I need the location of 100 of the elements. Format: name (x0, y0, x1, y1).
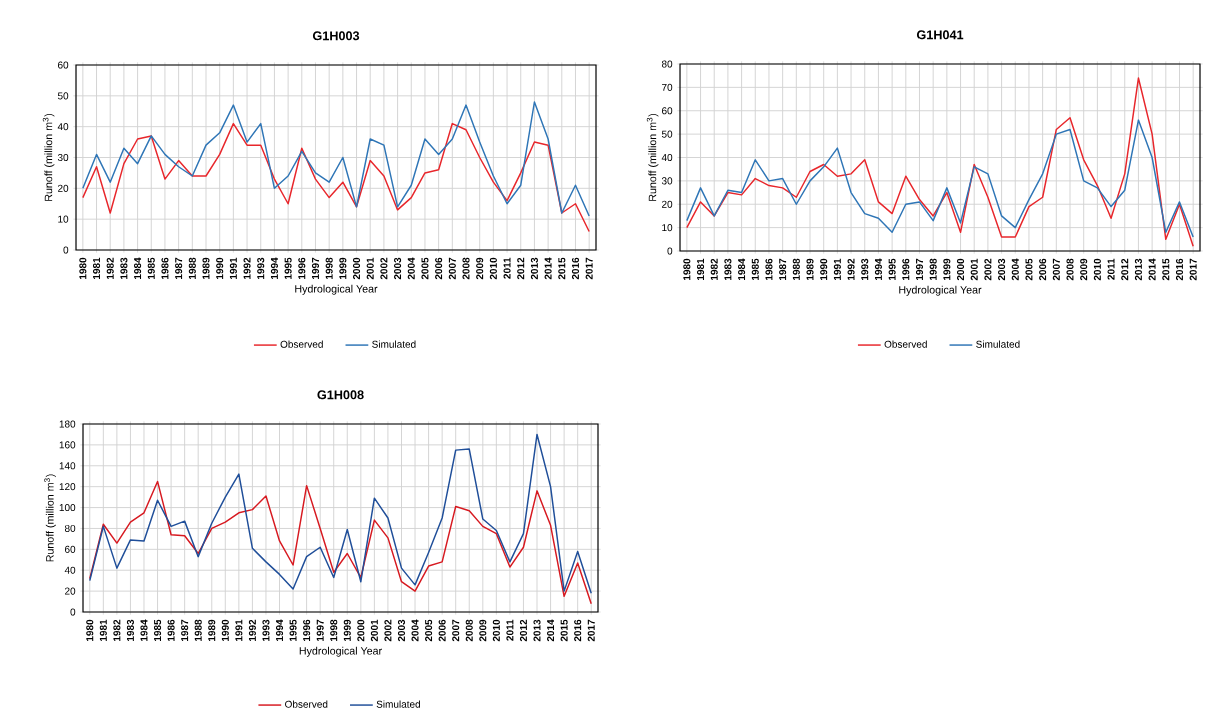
x-tick-label: 2007 (452, 619, 460, 642)
y-tick-label: 140 (59, 462, 76, 470)
legend-label: Observed (280, 340, 323, 348)
y-tick-label: 60 (65, 545, 76, 553)
x-tick-label: 1989 (806, 258, 814, 280)
line-series (89, 480, 592, 605)
y-tick-label: 180 (59, 420, 76, 428)
legend-label: Observed (884, 340, 927, 348)
y-tick-label: 30 (57, 153, 69, 162)
x-tick-label: 2017 (1189, 258, 1197, 281)
x-tick-label: 2001 (370, 619, 378, 642)
x-tick-label: 1984 (134, 257, 142, 279)
x-tick-label: 1981 (99, 619, 107, 641)
legend-label: Observed (285, 700, 328, 708)
x-tick-label: 1998 (325, 257, 333, 279)
x-tick-label: 1991 (229, 257, 237, 279)
x-tick-label: 1981 (696, 258, 705, 280)
x-axis-title: Hydrological Year (295, 284, 378, 295)
x-tick-label: 2001 (366, 257, 374, 280)
x-axis-title: Hydrological Year (899, 285, 982, 296)
y-tick-label: 70 (662, 83, 673, 91)
y-tick-label: 50 (661, 130, 673, 138)
x-tick-label: 1998 (330, 619, 338, 641)
line-series (89, 433, 592, 594)
x-tick-label: 1984 (738, 258, 746, 280)
x-tick-label: 2008 (462, 257, 470, 280)
x-tick-label: 1996 (303, 619, 311, 641)
x-tick-label: 1992 (243, 257, 251, 279)
x-tick-label: 1990 (221, 619, 229, 641)
x-tick-label: 1984 (140, 619, 148, 641)
x-tick-label: 2015 (558, 257, 566, 280)
x-tick-label: 2005 (421, 257, 429, 280)
x-tick-label: 1983 (120, 257, 128, 279)
x-tick-label: 2000 (352, 257, 361, 280)
x-tick-label: 1995 (289, 619, 297, 641)
x-tick-label: 1999 (339, 257, 347, 279)
x-tick-label: 2006 (435, 257, 443, 280)
legend-label: Simulated (376, 700, 420, 708)
x-tick-label: 2009 (476, 257, 484, 280)
x-tick-label: 2013 (530, 257, 538, 280)
x-tick-label: 2016 (1175, 258, 1184, 281)
y-tick-label: 20 (65, 587, 76, 595)
y-tick-label: 60 (662, 107, 673, 115)
x-tick-label: 2008 (465, 619, 473, 642)
x-tick-label: 2011 (506, 619, 514, 641)
line-series (686, 77, 1194, 248)
y-tick-label: 10 (58, 215, 69, 223)
line-series (686, 119, 1194, 238)
x-tick-label: 2001 (970, 258, 978, 281)
y-tick-label: 60 (58, 61, 69, 69)
x-tick-label: 2017 (585, 257, 593, 280)
x-tick-label: 1986 (161, 257, 169, 279)
x-tick-label: 1995 (284, 257, 292, 279)
y-tick-label: 40 (64, 566, 76, 574)
x-tick-label: 1989 (208, 619, 216, 641)
y-tick-label: 40 (57, 123, 69, 131)
x-tick-label: 2014 (544, 257, 552, 280)
x-tick-label: 1980 (683, 258, 691, 280)
x-tick-label: 1995 (888, 258, 896, 280)
y-tick-label: 30 (661, 177, 673, 185)
x-tick-label: 2012 (517, 257, 525, 280)
x-tick-label: 1988 (792, 258, 800, 280)
x-tick-label: 1993 (257, 257, 265, 279)
x-tick-label: 1980 (79, 257, 87, 279)
y-tick-label: 40 (661, 153, 673, 162)
x-tick-label: 1993 (262, 619, 270, 641)
y-tick-label: 20 (58, 184, 69, 192)
x-tick-label: 1996 (298, 257, 306, 279)
x-tick-label: 2003 (397, 619, 406, 642)
x-tick-label: 1983 (126, 619, 134, 641)
x-tick-label: 1982 (113, 619, 121, 641)
x-tick-label: 1987 (175, 257, 183, 279)
x-tick-label: 1985 (147, 257, 155, 279)
x-tick-label: 1992 (847, 258, 855, 280)
x-tick-label: 1980 (86, 619, 94, 641)
x-tick-label: 2002 (984, 258, 992, 281)
x-tick-label: 1990 (820, 258, 828, 280)
x-tick-label: 2017 (587, 619, 595, 642)
x-tick-label: 2004 (407, 257, 415, 280)
x-tick-label: 1988 (194, 619, 202, 641)
x-tick-label: 1982 (106, 257, 114, 279)
x-tick-label: 2007 (1052, 258, 1060, 281)
x-tick-label: 2010 (1093, 258, 1101, 281)
x-tick-label: 1986 (765, 258, 773, 280)
x-tick-label: 2009 (1080, 258, 1088, 281)
x-tick-label: 2005 (425, 619, 433, 642)
x-tick-label: 1997 (311, 257, 320, 279)
x-tick-label: 1997 (915, 258, 924, 280)
x-tick-label: 1991 (833, 258, 841, 280)
y-tick-label: 0 (667, 247, 673, 255)
x-tick-label: 1997 (316, 619, 324, 641)
x-tick-label: 2014 (547, 619, 555, 642)
x-tick-label: 2002 (384, 619, 392, 642)
x-tick-label: 1991 (235, 619, 243, 641)
chart-title: G1H041 (916, 30, 964, 40)
x-tick-label: 1988 (188, 257, 196, 279)
x-tick-label: 1999 (943, 258, 951, 280)
y-tick-label: 120 (59, 483, 76, 491)
x-tick-label: 1983 (724, 258, 732, 280)
y-tick-label: 50 (57, 92, 69, 100)
